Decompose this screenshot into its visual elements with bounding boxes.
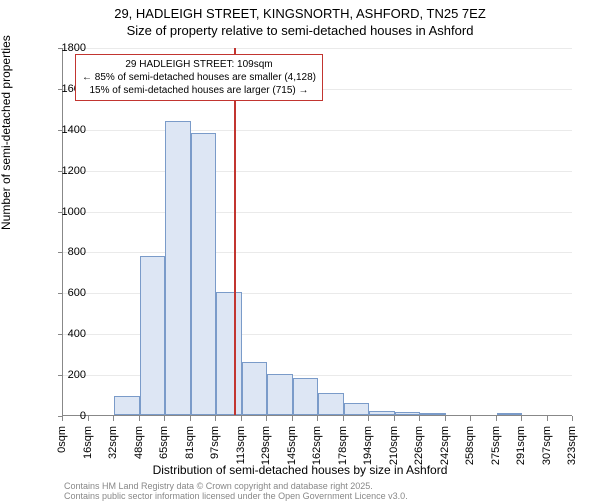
indicator-line — [234, 48, 236, 415]
histogram-bar — [114, 396, 140, 415]
x-tick-mark — [190, 416, 191, 421]
x-tick-label: 323sqm — [566, 426, 578, 471]
x-tick-mark — [113, 416, 114, 421]
y-tick-label: 1200 — [46, 165, 86, 177]
x-tick-label: 16sqm — [82, 426, 94, 471]
title-line-1: 29, HADLEIGH STREET, KINGSNORTH, ASHFORD… — [0, 6, 600, 23]
x-tick-label: 65sqm — [158, 426, 170, 471]
x-tick-mark — [368, 416, 369, 421]
histogram-bar — [497, 413, 523, 415]
histogram-bar — [395, 412, 421, 415]
x-tick-mark — [419, 416, 420, 421]
x-tick-mark — [139, 416, 140, 421]
x-tick-label: 32sqm — [107, 426, 119, 471]
copyright-text: Contains HM Land Registry data © Crown c… — [64, 482, 408, 502]
x-tick-mark — [547, 416, 548, 421]
x-tick-label: 81sqm — [184, 426, 196, 471]
gridline — [63, 130, 572, 131]
x-tick-mark — [215, 416, 216, 421]
x-tick-mark — [88, 416, 89, 421]
info-box-line: 29 HADLEIGH STREET: 109sqm — [82, 58, 316, 71]
gridline — [63, 212, 572, 213]
x-tick-mark — [317, 416, 318, 421]
histogram-bar — [216, 292, 242, 415]
histogram-chart: 29, HADLEIGH STREET, KINGSNORTH, ASHFORD… — [0, 0, 600, 500]
info-box-line: ← 85% of semi-detached houses are smalle… — [82, 71, 316, 84]
info-box-line: 15% of semi-detached houses are larger (… — [82, 84, 316, 97]
x-tick-label: 210sqm — [388, 426, 400, 471]
x-tick-label: 258sqm — [464, 426, 476, 471]
x-tick-mark — [572, 416, 573, 421]
plot-area — [62, 48, 572, 416]
histogram-bar — [165, 121, 191, 415]
x-tick-label: 48sqm — [133, 426, 145, 471]
x-tick-label: 178sqm — [337, 426, 349, 471]
y-tick-label: 0 — [46, 410, 86, 422]
x-tick-label: 275sqm — [490, 426, 502, 471]
gridline — [63, 171, 572, 172]
x-tick-label: 307sqm — [541, 426, 553, 471]
y-tick-label: 600 — [46, 287, 86, 299]
histogram-bar — [369, 411, 395, 415]
title-line-2: Size of property relative to semi-detach… — [0, 23, 600, 40]
x-tick-label: 162sqm — [311, 426, 323, 471]
y-tick-label: 800 — [46, 246, 86, 258]
x-tick-mark — [496, 416, 497, 421]
chart-title: 29, HADLEIGH STREET, KINGSNORTH, ASHFORD… — [0, 6, 600, 40]
y-tick-label: 1400 — [46, 124, 86, 136]
x-tick-label: 226sqm — [413, 426, 425, 471]
x-tick-mark — [62, 416, 63, 421]
x-tick-mark — [241, 416, 242, 421]
histogram-bar — [318, 393, 344, 415]
y-tick-label: 1000 — [46, 206, 86, 218]
x-tick-label: 194sqm — [362, 426, 374, 471]
x-tick-label: 242sqm — [439, 426, 451, 471]
histogram-bar — [420, 413, 446, 415]
y-tick-label: 200 — [46, 369, 86, 381]
x-tick-mark — [521, 416, 522, 421]
copyright-line-2: Contains public sector information licen… — [64, 492, 408, 502]
x-tick-mark — [394, 416, 395, 421]
histogram-bar — [267, 374, 293, 415]
x-tick-mark — [292, 416, 293, 421]
histogram-bar — [140, 256, 166, 415]
x-tick-label: 113sqm — [235, 426, 247, 471]
x-tick-mark — [164, 416, 165, 421]
y-tick-label: 1800 — [46, 42, 86, 54]
histogram-bar — [293, 378, 319, 415]
x-tick-mark — [445, 416, 446, 421]
histogram-bar — [242, 362, 268, 415]
gridline — [63, 48, 572, 49]
x-tick-label: 129sqm — [260, 426, 272, 471]
gridline — [63, 252, 572, 253]
histogram-bar — [191, 133, 217, 415]
x-tick-label: 0sqm — [56, 426, 68, 471]
y-tick-label: 400 — [46, 328, 86, 340]
x-tick-label: 145sqm — [286, 426, 298, 471]
x-tick-label: 291sqm — [515, 426, 527, 471]
x-tick-label: 97sqm — [209, 426, 221, 471]
histogram-bar — [344, 403, 370, 415]
x-tick-mark — [266, 416, 267, 421]
x-tick-mark — [343, 416, 344, 421]
x-tick-mark — [470, 416, 471, 421]
y-axis-label: Number of semi-detached properties — [0, 35, 13, 230]
indicator-info-box: 29 HADLEIGH STREET: 109sqm← 85% of semi-… — [75, 54, 323, 101]
